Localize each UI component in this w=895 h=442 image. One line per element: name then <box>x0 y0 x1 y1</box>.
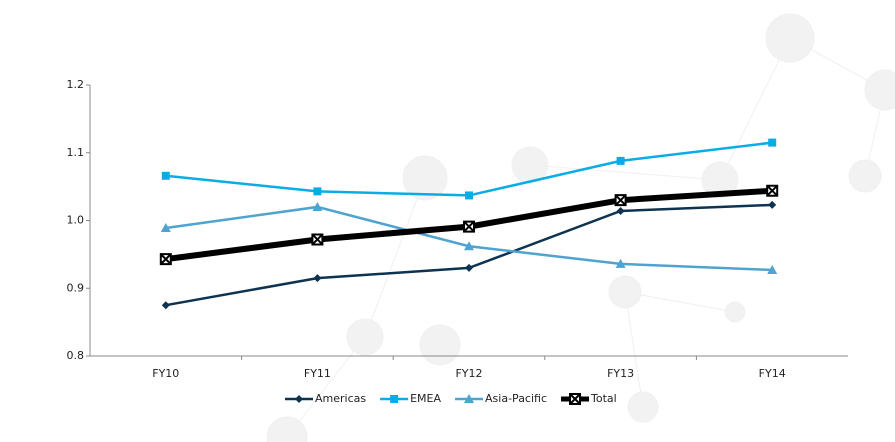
y-tick-label: 0.9 <box>67 281 85 294</box>
x-tick-label: FY11 <box>304 367 331 380</box>
y-tick-label: 1.1 <box>67 146 85 159</box>
marker <box>766 184 779 197</box>
marker <box>616 207 625 216</box>
marker <box>159 253 172 266</box>
marker <box>295 395 303 403</box>
marker <box>465 263 473 272</box>
marker <box>464 394 475 403</box>
marker <box>312 201 323 211</box>
legend-label: Americas <box>315 392 366 405</box>
x-tick-label: FY10 <box>152 367 179 380</box>
x-tick-label: FY14 <box>759 367 786 380</box>
marker <box>465 191 473 200</box>
marker <box>615 258 626 268</box>
marker <box>311 233 324 246</box>
series-line <box>165 141 773 197</box>
marker <box>160 222 171 232</box>
marker <box>616 156 625 165</box>
marker <box>161 301 170 310</box>
marker <box>767 264 778 274</box>
legend-label: Total <box>590 392 617 405</box>
x-tick-label: FY12 <box>455 367 482 380</box>
marker <box>313 187 322 196</box>
legend-label: Asia-Pacific <box>485 392 547 405</box>
marker <box>313 274 322 283</box>
marker <box>768 138 777 147</box>
y-tick-label: 1.2 <box>67 78 85 91</box>
marker <box>390 395 399 403</box>
marker <box>464 241 474 251</box>
marker <box>569 393 582 405</box>
marker <box>463 220 475 233</box>
marker <box>614 194 627 207</box>
legend-label: EMEA <box>410 392 441 405</box>
y-tick-label: 1.0 <box>67 214 85 227</box>
marker <box>768 200 777 209</box>
series-line <box>165 205 773 272</box>
y-tick-label: 0.8 <box>67 349 85 362</box>
background-decoration <box>266 13 895 442</box>
x-tick-label: FY13 <box>607 367 634 380</box>
marker <box>161 171 170 180</box>
series-line <box>165 203 773 307</box>
